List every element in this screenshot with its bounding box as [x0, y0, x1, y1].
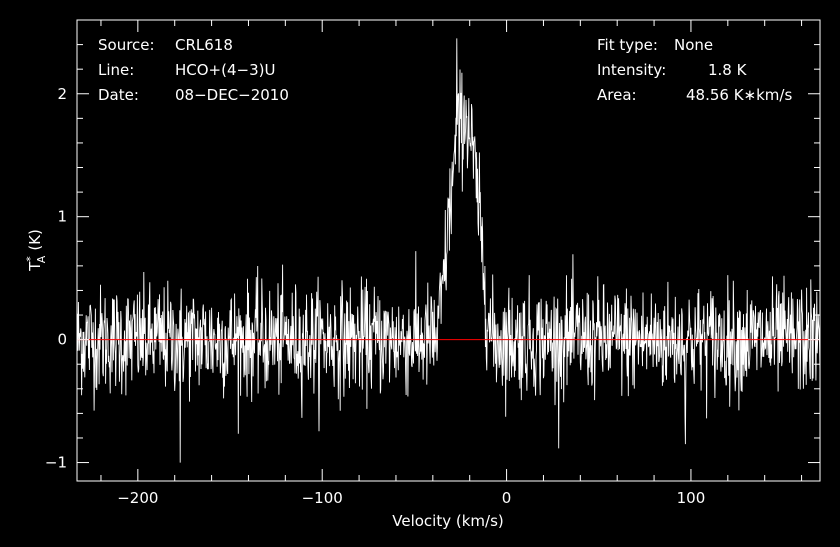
y-tick-label: 1 — [57, 208, 67, 226]
x-tick-label: 100 — [677, 489, 706, 507]
area-value: 48.56 K∗km/s — [686, 86, 792, 104]
y-axis-title-unit: (K) — [26, 229, 44, 251]
y-tick-label: −1 — [45, 454, 67, 472]
x-tick-label: 0 — [502, 489, 512, 507]
y-tick-label: 0 — [57, 331, 67, 349]
source-key: Source: — [98, 36, 155, 54]
y-axis-title-sub: A — [35, 255, 48, 263]
svg-text:T*A(K): T*A (K) — [24, 229, 48, 272]
source-value: CRL618 — [175, 36, 233, 54]
area-key: Area: — [597, 86, 637, 104]
date-value: 08−DEC−2010 — [175, 86, 289, 104]
x-tick-label: −200 — [117, 489, 158, 507]
header-right: Fit type: None Intensity: 1.8 K Area: 48… — [597, 36, 792, 104]
plot-frame — [76, 19, 821, 482]
line-value: HCO+(4−3)U — [175, 61, 275, 79]
header-left: Source: CRL618 Line: HCO+(4−3)U Date: 08… — [98, 36, 289, 104]
x-tick-label: −100 — [302, 489, 343, 507]
x-axis-title: Velocity (km/s) — [392, 512, 503, 530]
y-axis-title: T*A (K) — [24, 229, 48, 272]
fit-type-key: Fit type: — [597, 36, 658, 54]
line-key: Line: — [98, 61, 134, 79]
spectrum-trace — [76, 38, 821, 463]
date-key: Date: — [98, 86, 139, 104]
y-axis-title-base: T — [26, 261, 44, 272]
intensity-value: 1.8 K — [708, 61, 748, 79]
y-tick-label: 2 — [57, 85, 67, 103]
fit-type-value: None — [674, 36, 713, 54]
y-axis-title-sup: * — [24, 256, 37, 262]
intensity-key: Intensity: — [597, 61, 666, 79]
